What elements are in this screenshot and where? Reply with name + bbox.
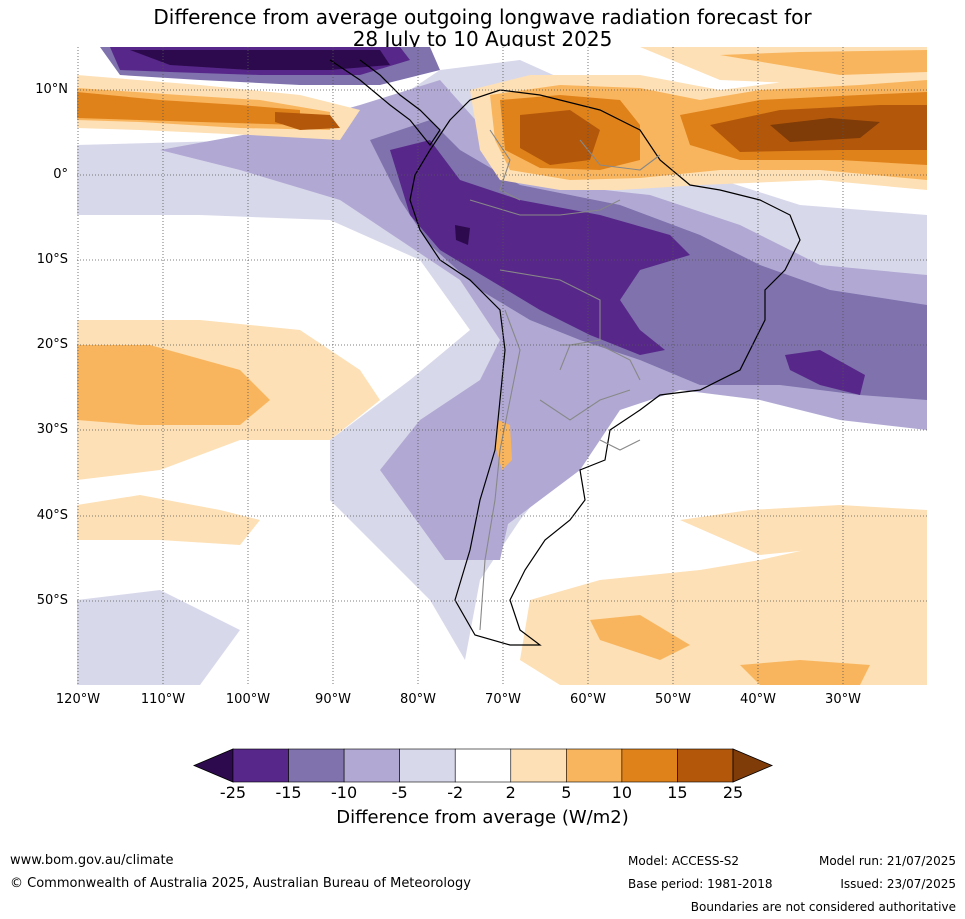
olr-anomaly-positive-5-atlantic bbox=[590, 615, 690, 660]
longitude-label: 70°W bbox=[485, 692, 521, 707]
colorbar-tick-label: -25 bbox=[219, 783, 247, 802]
border-line bbox=[539, 389, 631, 421]
longitude-label: 100°W bbox=[225, 692, 271, 707]
olr-anomaly-positive-5-ne-atlantic bbox=[720, 50, 927, 75]
olr-anomaly-positive-2-south-pacific bbox=[77, 495, 260, 545]
border-line bbox=[560, 344, 641, 381]
longitude-label: 30°W bbox=[825, 692, 861, 707]
base-period: Base period: 1981-2018 bbox=[628, 877, 773, 891]
border-line bbox=[489, 129, 521, 201]
colorbar-label: Difference from average (W/m2) bbox=[336, 807, 629, 828]
latitude-label: 40°S bbox=[36, 508, 68, 523]
longitude-label: 40°W bbox=[740, 692, 776, 707]
map-title-line2: 28 July to 10 August 2025 bbox=[352, 27, 613, 51]
central-america-coastline bbox=[329, 59, 441, 147]
longitude-label: 120°W bbox=[55, 692, 101, 707]
model-name: Model: ACCESS-S2 bbox=[628, 854, 740, 868]
graticule bbox=[77, 47, 927, 685]
olr-anomaly-positive-2-south-atlantic bbox=[520, 540, 927, 685]
colorbar-swatch bbox=[677, 748, 734, 783]
olr-anomaly-positive-10-pacific bbox=[77, 92, 300, 125]
colorbar-swatch bbox=[232, 748, 289, 783]
colorbar-tick-label: -10 bbox=[331, 783, 358, 802]
colorbar-swatch bbox=[621, 748, 678, 783]
colorbar-tick-label: -5 bbox=[391, 783, 408, 802]
south-america-coastline bbox=[409, 89, 801, 646]
colorbar-swatch bbox=[566, 748, 623, 783]
coastlines bbox=[329, 59, 801, 646]
colorbar-swatch bbox=[510, 748, 567, 783]
model-run-date: Model run: 21/07/2025 bbox=[818, 854, 956, 868]
colorbar-tick-label: 15 bbox=[667, 783, 688, 802]
colorbar-tick-label: 2 bbox=[505, 783, 516, 802]
anomaly-shading bbox=[77, 47, 927, 685]
latitude-label: 10°N bbox=[35, 82, 68, 97]
border-line bbox=[499, 269, 601, 371]
copyright-text: © Commonwealth of Australia 2025, Austra… bbox=[10, 876, 471, 891]
issued-date: Issued: 23/07/2025 bbox=[840, 877, 956, 891]
border-line bbox=[599, 439, 641, 451]
olr-anomaly-positive-15-pacific bbox=[275, 112, 340, 130]
longitude-label: 110°W bbox=[140, 692, 186, 707]
latitude-label: 10°S bbox=[36, 252, 68, 267]
olr-anomaly-negative-15-east-brazil bbox=[785, 350, 865, 395]
longitude-label: 80°W bbox=[400, 692, 436, 707]
colorbar-tick-label: -2 bbox=[447, 783, 464, 802]
colorbar-tick-label: 25 bbox=[722, 783, 744, 802]
olr-anomaly-strong-positive bbox=[770, 118, 880, 142]
colorbar-tick-label: 10 bbox=[611, 783, 633, 802]
map-title-line1: Difference from average outgoing longwav… bbox=[153, 5, 812, 29]
longitude-label: 90°W bbox=[315, 692, 351, 707]
colorbar-tick-label: 5 bbox=[561, 783, 572, 802]
olr-anomaly-strong-negative-peru bbox=[455, 225, 470, 245]
latitude-label: 0° bbox=[53, 167, 68, 182]
olr-anomaly-positive-2-east-atlantic bbox=[680, 505, 927, 555]
olr-anomaly-negative-15 bbox=[390, 140, 690, 355]
website-link[interactable]: www.bom.gov.au/climate bbox=[10, 853, 174, 868]
border-line bbox=[579, 139, 661, 171]
olr-anomaly-positive-5 bbox=[77, 345, 270, 425]
colorbar-swatch bbox=[288, 748, 345, 783]
latitude-label: 50°S bbox=[36, 593, 68, 608]
colorbar bbox=[192, 748, 774, 783]
olr-anomaly-strong-negative bbox=[130, 50, 390, 70]
colorbar-swatch bbox=[454, 748, 512, 783]
olr-anomaly-positive-5-south-atlantic-east bbox=[740, 660, 870, 685]
colorbar-extend-low bbox=[192, 748, 234, 783]
latitude-label: 30°S bbox=[36, 422, 68, 437]
boundaries-disclaimer: Boundaries are not considered authoritat… bbox=[690, 900, 956, 914]
olr-anomaly-light-negative-southwest bbox=[77, 590, 240, 685]
olr-anomaly-positive-15 bbox=[520, 110, 600, 165]
longitude-label: 50°W bbox=[655, 692, 691, 707]
colorbar-swatch bbox=[399, 748, 456, 783]
colorbar-tick-label: -15 bbox=[275, 783, 302, 802]
colorbar-swatch bbox=[343, 748, 400, 783]
border-line bbox=[479, 309, 521, 631]
colorbar-extend-high bbox=[732, 748, 774, 783]
longitude-label: 60°W bbox=[570, 692, 606, 707]
latitude-label: 20°S bbox=[36, 337, 68, 352]
